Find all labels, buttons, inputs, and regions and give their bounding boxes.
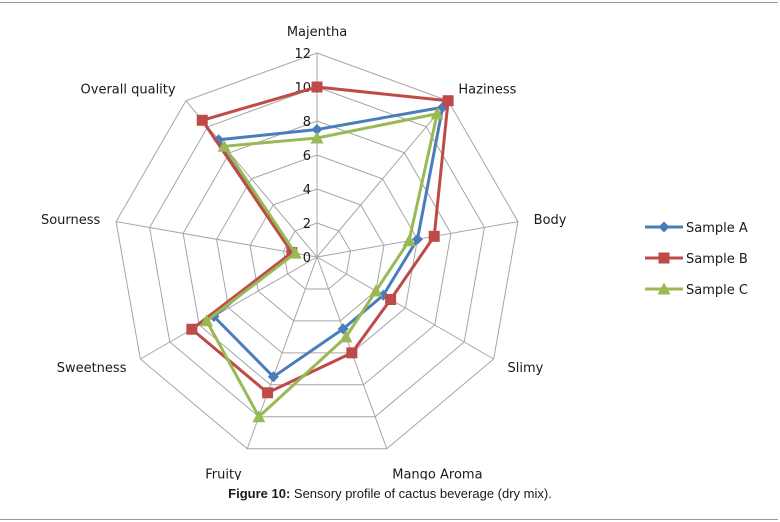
- data-point: [213, 134, 225, 146]
- series-2: [186, 81, 454, 399]
- axis-label: Mango Aroma: [392, 468, 482, 480]
- grid-ring: [282, 222, 352, 290]
- grid-spoke: [316, 100, 449, 258]
- data-point: [288, 246, 302, 259]
- radar-axis-labels: Majentha Haziness Body Slimy Mango Aroma Frui…: [41, 25, 567, 480]
- grid-ring: [249, 188, 385, 322]
- caption-label: Figure 10:: [228, 486, 291, 501]
- data-point: [430, 107, 444, 120]
- data-point: [339, 330, 353, 343]
- data-point: [252, 410, 266, 423]
- legend: Sample A Sample B Sample C: [645, 221, 748, 298]
- axis-label: Fruity: [205, 468, 242, 480]
- data-point: [428, 230, 440, 242]
- legend-label: Sample B: [686, 252, 748, 267]
- grid-ring: [216, 154, 418, 354]
- radar-grid: [115, 52, 519, 450]
- axis-label: Sweetness: [57, 361, 127, 376]
- axis-label: Haziness: [458, 82, 516, 97]
- tick-label: 4: [303, 183, 311, 198]
- axis-label: Slimy: [508, 361, 544, 376]
- data-point: [346, 347, 358, 359]
- data-point: [311, 124, 323, 135]
- tick-label: 8: [303, 115, 311, 130]
- data-point: [262, 387, 274, 399]
- legend-item: Sample A: [645, 221, 748, 236]
- legend-marker: [657, 282, 671, 295]
- grid-spoke: [140, 256, 318, 360]
- series-line: [190, 85, 450, 395]
- tick-label: 2: [303, 217, 311, 232]
- data-point: [310, 131, 324, 144]
- legend-item: Sample B: [645, 252, 748, 267]
- grid-ring: [149, 86, 485, 418]
- grid-ring: [115, 52, 519, 450]
- data-point: [411, 233, 423, 245]
- data-point: [369, 284, 383, 297]
- legend-marker: [658, 221, 670, 233]
- data-point: [311, 81, 323, 93]
- series-line: [205, 112, 439, 419]
- legend-item: Sample C: [645, 282, 748, 298]
- tick-label: 6: [303, 149, 311, 164]
- data-point: [200, 314, 214, 327]
- axis-label: Overall quality: [81, 82, 176, 97]
- radar-series: [186, 81, 454, 423]
- tick-label: 12: [294, 47, 311, 62]
- data-point: [385, 294, 397, 305]
- data-point: [267, 371, 279, 383]
- grid-spoke: [116, 221, 318, 258]
- series-3: [200, 107, 444, 423]
- tick-label: 0: [303, 251, 311, 266]
- caption-text: Sensory profile of cactus beverage (dry …: [290, 486, 552, 501]
- legend-label: Sample C: [686, 283, 748, 298]
- legend-label: Sample A: [686, 221, 748, 236]
- data-point: [442, 95, 454, 107]
- data-point: [186, 323, 198, 335]
- data-point: [217, 139, 231, 152]
- axis-label: Body: [534, 213, 567, 228]
- data-point: [286, 247, 298, 259]
- data-point: [402, 234, 416, 247]
- grid-spoke: [316, 256, 494, 360]
- data-point: [196, 114, 208, 126]
- axis-label: Sourness: [41, 213, 101, 228]
- legend-marker: [658, 252, 670, 264]
- figure-caption: Figure 10: Sensory profile of cactus bev…: [0, 486, 780, 501]
- axis-label: Majentha: [287, 25, 347, 40]
